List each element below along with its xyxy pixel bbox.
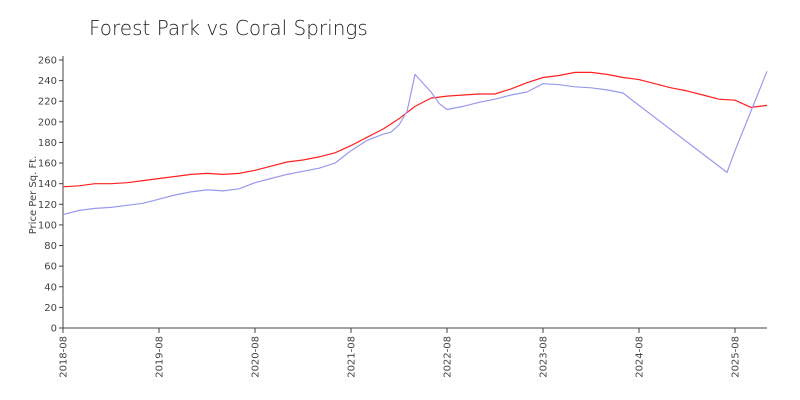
- y-tick-label: 60: [44, 262, 57, 273]
- x-tick-label: 2024-08: [635, 336, 646, 378]
- y-axis-title: Price Per Sq. Ft.: [28, 156, 39, 235]
- y-tick-label: 40: [44, 282, 57, 293]
- y-tick-label: 20: [44, 303, 57, 314]
- series-line-2: [62, 71, 768, 216]
- y-tick-label: 140: [38, 179, 57, 190]
- y-tick-label: 240: [38, 76, 57, 87]
- x-tick-label: 2020-08: [251, 336, 262, 378]
- x-tick-label: 2023-08: [539, 336, 550, 378]
- x-tick-label: 2019-08: [155, 336, 166, 378]
- x-tick-label: 2018-08: [59, 336, 70, 378]
- y-tick-label: 0: [51, 324, 57, 335]
- y-tick-label: 160: [38, 159, 57, 170]
- y-tick-label: 180: [38, 138, 57, 149]
- x-tick-label: 2021-08: [347, 336, 358, 378]
- y-tick-label: 260: [38, 56, 57, 67]
- y-tick-label: 80: [44, 241, 57, 252]
- y-tick-label: 200: [38, 117, 57, 128]
- series-line-1: [62, 71, 768, 188]
- x-tick-label: 2025-08: [731, 336, 742, 378]
- chart-title: Forest Park vs Coral Springs: [89, 16, 368, 40]
- y-tick-label: 220: [38, 97, 57, 108]
- x-tick-label: 2022-08: [443, 336, 454, 378]
- y-tick-label: 120: [38, 200, 57, 211]
- y-tick-label: 100: [38, 220, 57, 231]
